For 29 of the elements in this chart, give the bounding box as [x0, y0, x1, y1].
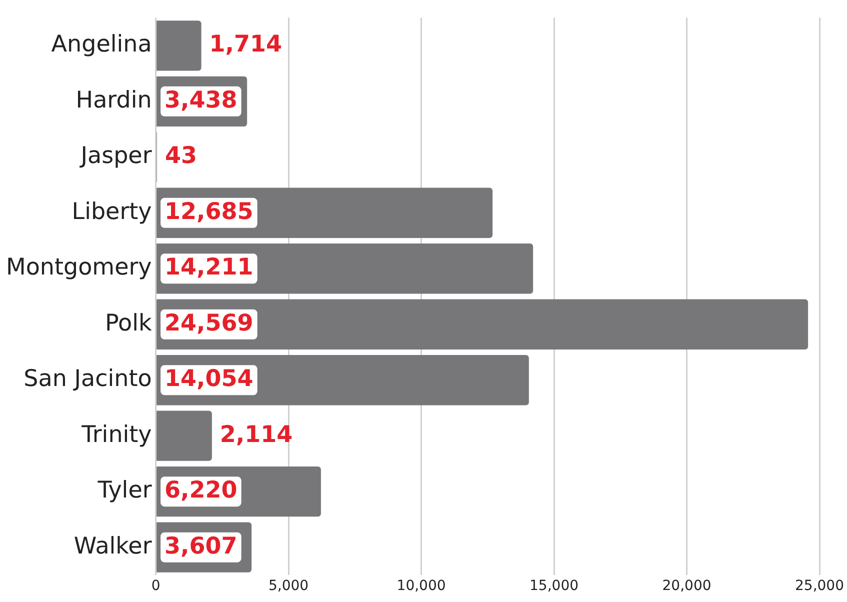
y-tick-label: Hardin: [76, 87, 152, 114]
data-label: 14,211: [164, 254, 254, 281]
x-tick-label: 25,000: [795, 578, 844, 594]
y-tick-label: Liberty: [72, 198, 152, 225]
data-label: 12,685: [164, 198, 254, 225]
x-tick-label: 10,000: [396, 578, 446, 594]
data-label: 1,714: [209, 32, 282, 58]
y-tick-label: Angelina: [51, 32, 152, 58]
y-tick-label: Polk: [104, 310, 152, 336]
bar: [156, 410, 212, 461]
data-label: 2,114: [220, 422, 293, 448]
x-tick-label: 0: [151, 578, 160, 594]
y-tick-label: Walker: [74, 533, 152, 560]
data-label: 6,220: [164, 478, 238, 504]
y-tick-label: Jasper: [78, 143, 152, 170]
x-tick-label: 20,000: [662, 578, 712, 594]
x-tick-label: 5,000: [268, 578, 309, 594]
y-tick-label: Tyler: [96, 478, 152, 504]
x-tick-label: 15,000: [530, 578, 579, 594]
bar: [156, 299, 808, 350]
data-label: 43: [164, 143, 197, 170]
bar: [156, 20, 202, 71]
data-label: 3,438: [164, 87, 238, 114]
y-tick-label: Trinity: [80, 422, 152, 448]
y-tick-label: San Jacinto: [24, 366, 152, 392]
data-label: 24,569: [164, 310, 254, 336]
y-tick-label: Montgomery: [6, 254, 152, 281]
data-label: 14,054: [164, 366, 254, 392]
data-label: 3,607: [164, 533, 238, 560]
